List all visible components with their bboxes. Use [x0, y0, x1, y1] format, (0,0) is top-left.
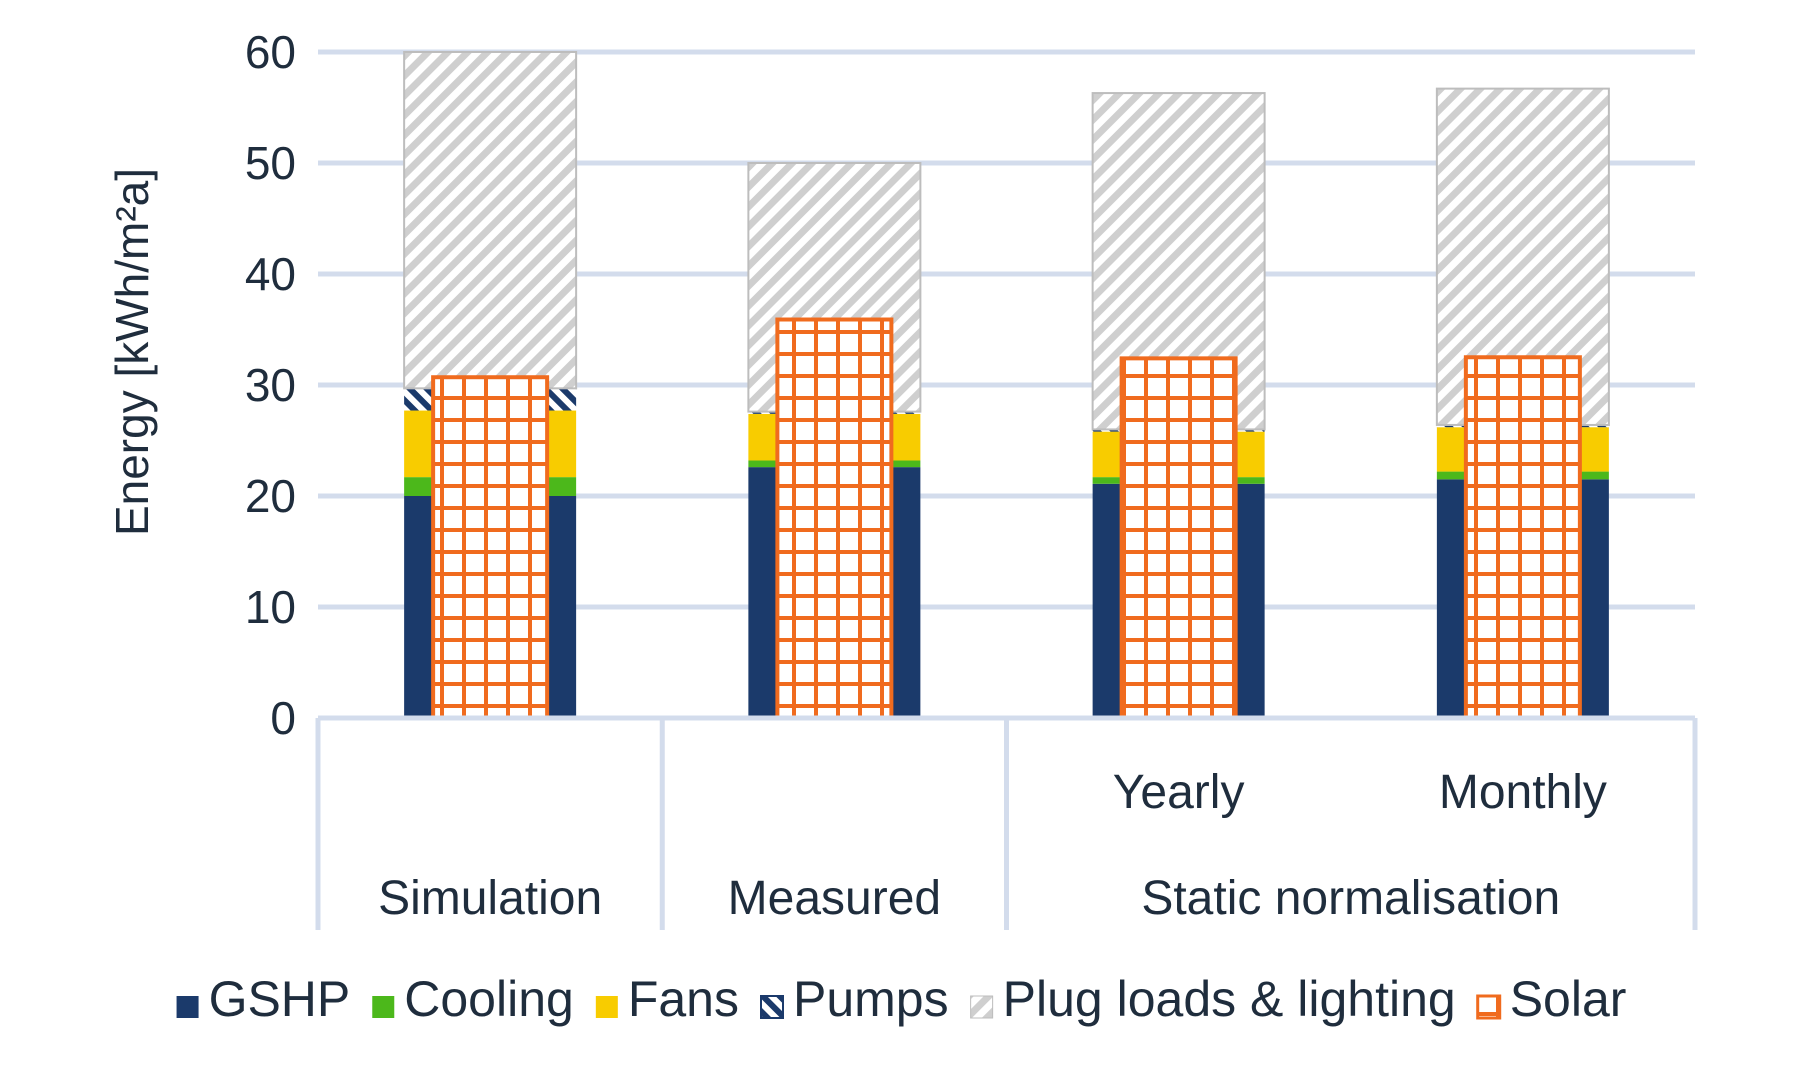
- legend-swatch-fans: [595, 996, 618, 1018]
- bar-solar: [1463, 355, 1582, 720]
- legend-label-solar: Solar: [1510, 971, 1627, 1027]
- legend: GSHP Cooling Fans Pumps Plug loads & lightin…: [176, 971, 1627, 1027]
- y-tick-label: 10: [245, 581, 296, 633]
- y-axis-ticks: 0 10 20 30 40 50 60: [245, 26, 296, 744]
- y-tick-label: 40: [245, 248, 296, 300]
- y-axis-label: Energy [kWh/m²a]: [106, 168, 158, 536]
- legend-label-fans: Fans: [628, 971, 739, 1027]
- y-tick-label: 20: [245, 470, 296, 522]
- x-category-label: Monthly: [1439, 766, 1607, 819]
- legend-label-pumps: Pumps: [793, 971, 949, 1027]
- bar-solar: [431, 375, 550, 720]
- legend-label-cooling: Cooling: [404, 971, 574, 1027]
- legend-swatch-gshp: [176, 996, 199, 1018]
- bar-plug-loads-and-lighting: [403, 51, 578, 390]
- legend-swatch-cooling: [372, 996, 395, 1018]
- legend-swatch-solar: [1476, 994, 1502, 1020]
- y-tick-label: 30: [245, 359, 296, 411]
- bar-solar: [775, 317, 894, 720]
- x-category-label: Yearly: [1113, 766, 1245, 819]
- legend-swatch-plug-loads-and-lighting: [970, 995, 994, 1019]
- bar-solar: [1119, 356, 1238, 720]
- x-group-label: Measured: [728, 872, 941, 925]
- legend-label-gshp: GSHP: [209, 971, 351, 1027]
- legend-swatch-pumps: [760, 995, 784, 1019]
- y-tick-label: 50: [245, 137, 296, 189]
- x-axis: Simulation Measured Static normalisation Ye…: [315, 715, 1698, 930]
- y-tick-label: 0: [270, 692, 296, 744]
- x-group-label: Simulation: [378, 872, 602, 925]
- legend-label-plug-loads-and-lighting: Plug loads & lighting: [1003, 971, 1456, 1027]
- x-group-label: Static normalisation: [1141, 872, 1560, 925]
- bars: [403, 51, 1610, 720]
- y-tick-label: 60: [245, 26, 296, 78]
